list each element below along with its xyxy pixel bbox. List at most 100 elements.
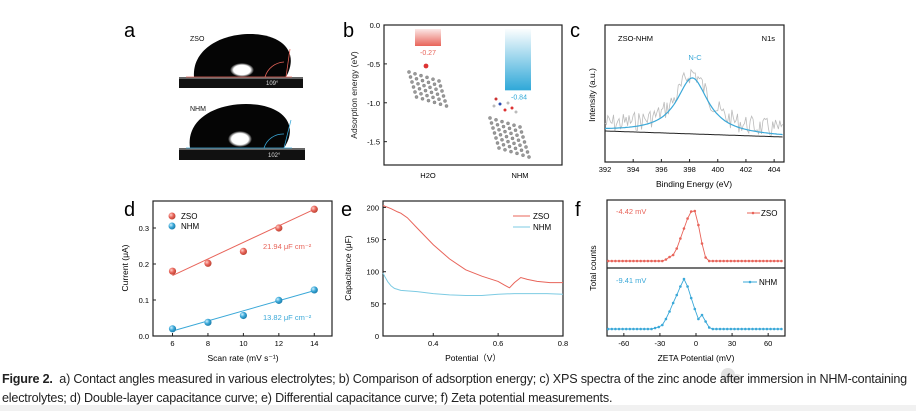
- data-point-zso-f: [711, 259, 715, 263]
- data-point-nhm-f: [707, 326, 711, 329]
- zn-atom: [507, 144, 512, 149]
- y-tick-label-b: -0.5: [367, 60, 380, 69]
- data-point-nhm-f: [693, 307, 697, 311]
- data-point-zso-f: [758, 259, 762, 263]
- zn-atom: [516, 138, 521, 142]
- data-point-nhm-f: [722, 327, 725, 331]
- data-point-nhm-f: [744, 327, 747, 331]
- zn-atom: [441, 94, 446, 98]
- data-point-nhm-f: [765, 327, 769, 331]
- data-point-zso-f: [747, 259, 751, 263]
- data-point-nhm-f: [725, 327, 729, 331]
- double-layer-capacitance-chart: Scan rate (mV s⁻¹) Current (μA) 6 8 10 12 14…: [120, 200, 333, 363]
- data-point-nhm-f: [704, 320, 707, 323]
- x-axis-label-d: Scan rate (mV s⁻¹): [207, 353, 278, 363]
- x-tick-label-f: 30: [728, 339, 736, 348]
- x-tick-label-d: 14: [310, 339, 318, 348]
- x-tick-label-h2o: H2O: [420, 171, 436, 180]
- zn-atom: [500, 138, 504, 142]
- peak-label-nc: N-C: [688, 53, 702, 62]
- data-point-zso-f: [646, 259, 650, 263]
- zn-atom: [417, 87, 422, 91]
- data-point-zso-f: [624, 259, 628, 263]
- oxygen-atom: [423, 63, 429, 69]
- data-point-nhm-f: [776, 327, 780, 331]
- data-point-nhm-f: [772, 327, 776, 331]
- zn-atom: [507, 126, 512, 131]
- data-point-nhm-f: [736, 327, 740, 331]
- zn-slab-nhm-molecule: [488, 97, 531, 159]
- xps-n1s-chart: Binding Energy (eV) Intensity (a.u.) ZSO…: [587, 24, 785, 189]
- zn-atom: [419, 92, 423, 96]
- x-tick-label-e: 0.8: [558, 339, 568, 348]
- x-tick-label-d: 6: [170, 339, 174, 348]
- y-tick-label-b: 0.0: [370, 21, 380, 30]
- data-point-zso: [275, 224, 283, 232]
- data-point-zso: [204, 259, 212, 267]
- zn-atom: [437, 79, 441, 83]
- molecule-atom: [498, 102, 502, 106]
- zn-atom: [497, 146, 501, 150]
- data-point-zso-f: [642, 259, 646, 263]
- zn-atom: [509, 131, 513, 136]
- data-point-nhm-f: [664, 317, 668, 321]
- xps-fit-curve: [604, 77, 783, 136]
- bar-value-label-h2o: -0.27: [420, 50, 436, 57]
- data-point-nhm-f: [718, 327, 722, 331]
- data-point-zso-f: [762, 259, 765, 263]
- zn-atom: [506, 139, 510, 144]
- data-point-nhm-f: [769, 327, 772, 331]
- data-point-nhm-f: [700, 313, 704, 317]
- y-tick-label-b: -1.5: [367, 138, 380, 147]
- y-axis-label-f: Total counts: [588, 245, 598, 290]
- watermark-logo-icon: [721, 368, 742, 384]
- data-point-nhm: [204, 318, 212, 326]
- data-point-nhm-f: [646, 327, 650, 331]
- data-point-zso: [310, 205, 318, 213]
- drop-label-nhm: NHM: [190, 106, 206, 113]
- x-tick-label-c: 402: [740, 165, 753, 174]
- x-tick-label-c: 398: [683, 165, 696, 174]
- zn-atom: [438, 84, 443, 88]
- data-point-zso-f: [780, 259, 783, 263]
- y-tick-label-e: 200: [366, 203, 379, 212]
- caption-text: a) Contact angles measured in various el…: [2, 372, 907, 405]
- x-tick-label-c: 392: [599, 165, 612, 174]
- data-point-nhm-f: [632, 327, 635, 331]
- zn-atom: [512, 141, 516, 146]
- data-point-nhm-f: [675, 293, 679, 297]
- data-point-zso-f: [628, 259, 632, 263]
- zn-atom: [429, 90, 434, 95]
- data-point-zso: [168, 267, 177, 275]
- data-point-nhm-f: [642, 327, 646, 331]
- data-point-nhm-f: [635, 327, 639, 331]
- x-axis-label-e: Potential（V）: [445, 353, 501, 363]
- zn-atom: [519, 148, 524, 152]
- zn-atom: [411, 85, 416, 89]
- caption-label: Figure 2.: [2, 372, 53, 386]
- x-tick-label-e: 0.4: [428, 339, 438, 348]
- data-point-nhm-f: [689, 296, 693, 300]
- data-point-nhm-f: [639, 327, 642, 331]
- data-point-nhm-f: [679, 285, 682, 288]
- zn-atom: [494, 136, 498, 140]
- zn-atom: [426, 98, 431, 103]
- data-point-nhm-f: [668, 310, 671, 313]
- zn-atom: [434, 87, 438, 91]
- zn-atom: [504, 134, 509, 139]
- panel-label-c: c: [570, 20, 580, 42]
- data-point-zso-f: [729, 259, 733, 263]
- zn-atom: [521, 153, 525, 157]
- data-point-nhm: [168, 325, 177, 333]
- x-tick-label-nhm: NHM: [511, 171, 528, 180]
- legend-label-nhm-d: NHM: [181, 222, 200, 231]
- data-point-nhm-f: [671, 301, 675, 305]
- data-point-nhm-f: [733, 327, 736, 331]
- data-point-zso: [239, 247, 247, 255]
- zn-atom: [515, 151, 519, 156]
- zn-atom: [501, 124, 506, 129]
- zn-atom: [489, 121, 494, 125]
- x-axis-label-f: ZETA Potential (mV): [658, 353, 735, 363]
- zn-atom: [515, 133, 519, 137]
- orbital-label-c: N1s: [762, 34, 776, 43]
